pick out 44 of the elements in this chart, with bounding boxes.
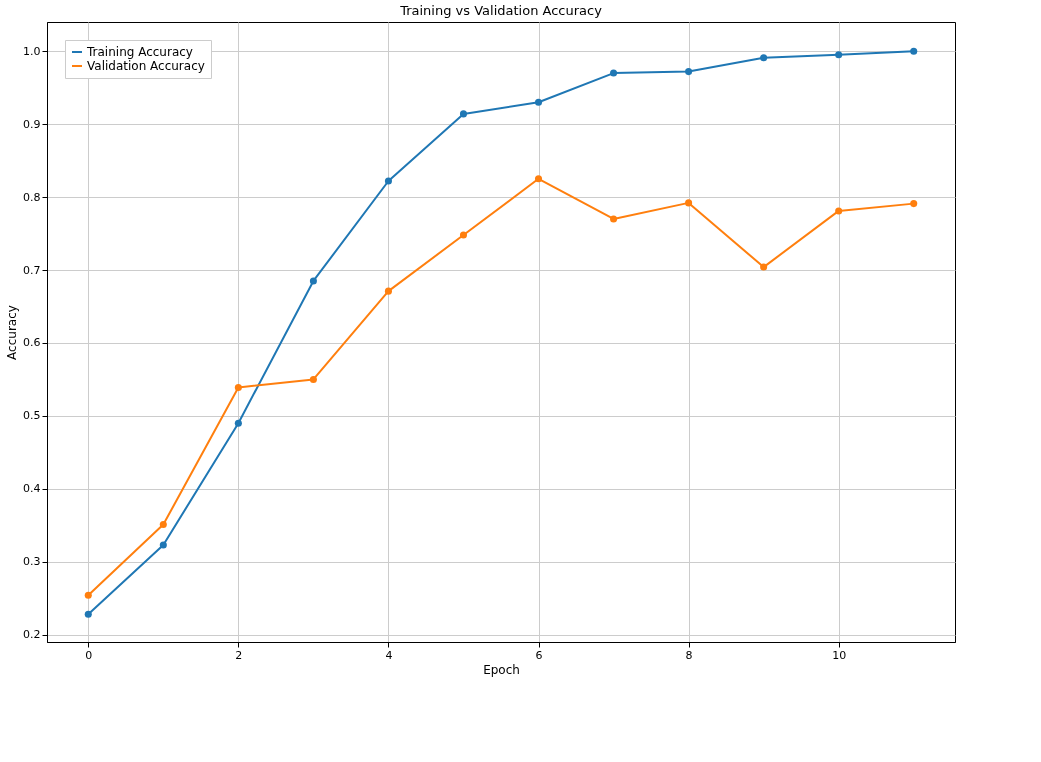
x-axis-title: Epoch [483,662,520,677]
y-tick-label: 1.0 [23,44,41,58]
point [534,175,543,183]
point [760,54,768,62]
y-tick-label: 0.5 [23,409,41,423]
point [384,287,392,295]
point [534,98,543,106]
point [835,51,843,59]
chart-title: Training vs Validation Accuracy [399,3,603,18]
point [84,610,92,618]
point [384,177,392,185]
y-tick-label: 0.8 [23,190,41,204]
point [685,68,693,76]
x-tick-label: 6 [535,648,543,662]
y-tick-label: 0.3 [23,555,41,569]
point [910,47,918,55]
point [159,541,167,549]
x-tick-label: 2 [235,648,243,662]
point [234,419,242,427]
legend-label: Validation Accuracy [87,59,205,73]
y-tick-label: 0.2 [23,628,41,642]
point [610,69,618,77]
point [685,199,693,207]
point [610,215,618,223]
point [459,231,468,239]
point [459,110,468,118]
legend-label: Training Accuracy [86,45,193,59]
x-tick-label: 4 [385,648,393,662]
point [234,383,242,391]
x-tick-label: 8 [685,648,693,662]
point [760,263,768,271]
x-tick-label: 0 [85,648,93,662]
point [309,277,317,285]
y-tick-label: 0.6 [23,336,41,350]
x-tick-label: 10 [832,648,847,662]
point [910,200,918,208]
y-tick-label: 0.9 [23,117,41,131]
point [309,375,317,383]
y-tick-label: 0.7 [23,263,41,277]
y-axis-title: Accuracy [5,305,20,360]
point [84,591,92,599]
y-tick-label: 0.4 [23,482,41,496]
point [835,207,843,215]
point [159,521,167,529]
